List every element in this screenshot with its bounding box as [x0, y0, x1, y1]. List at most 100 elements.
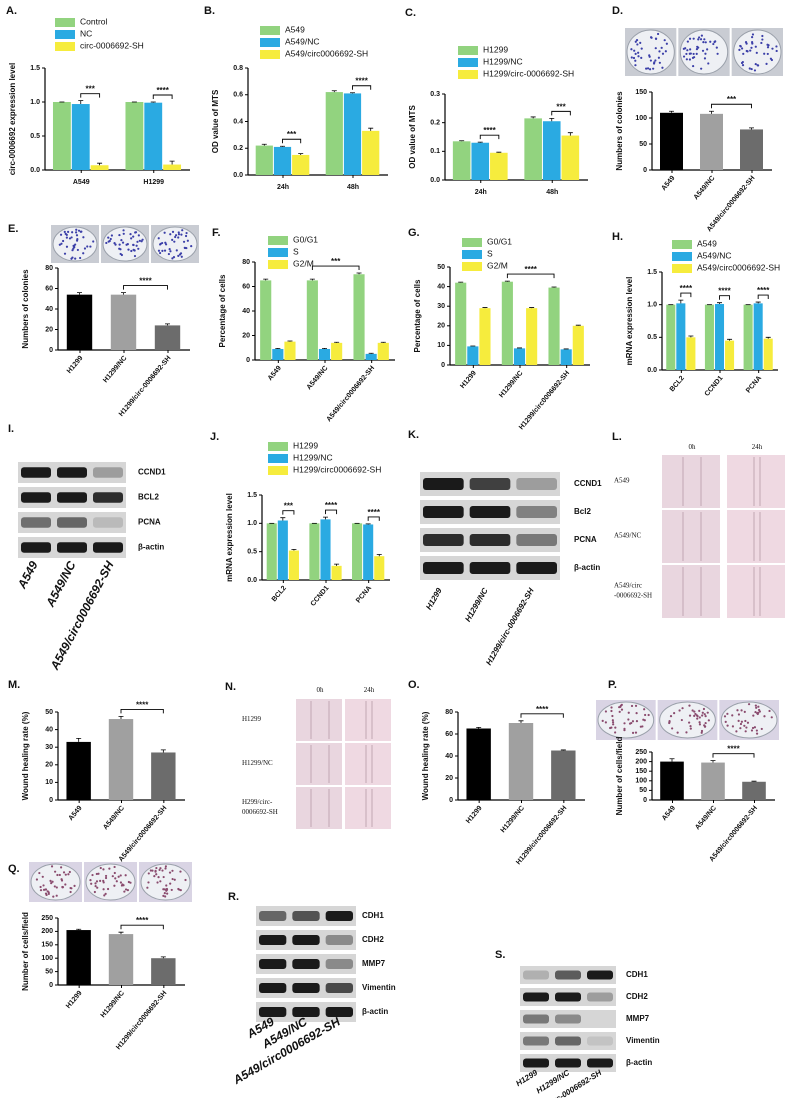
x-tick-label: H1299/circ0006692-SH	[515, 805, 568, 866]
y-axis-label: mRNA expression level	[625, 277, 634, 366]
y-tick-label: 0	[441, 362, 445, 369]
photo-dish	[140, 863, 191, 901]
panel-label: R.	[228, 891, 239, 903]
photo-dot	[124, 874, 127, 877]
significance-label: ****	[136, 916, 149, 925]
bar	[273, 146, 292, 175]
error-bar	[97, 162, 103, 166]
photo-dot	[648, 54, 651, 57]
photo-dot	[668, 720, 671, 724]
protein-label: BCL2	[138, 493, 159, 502]
bar	[508, 723, 534, 800]
photo-dot	[121, 883, 124, 886]
legend-label: G0/G1	[293, 234, 318, 244]
photo-dot	[757, 705, 760, 708]
photo-dot	[740, 709, 743, 712]
photo-dot	[39, 889, 43, 892]
photo-dot	[141, 238, 144, 241]
y-tick-label: 0	[643, 797, 647, 804]
x-tick-label: H1299/NC	[100, 990, 126, 1020]
error-bar	[751, 780, 757, 782]
y-tick-label: 20	[437, 323, 445, 330]
bar	[90, 165, 109, 170]
photo-dot	[73, 884, 76, 887]
x-tick-label: A549/circ0006692-SH	[706, 175, 757, 233]
error-bar	[669, 110, 674, 113]
legend-label: A549	[285, 24, 305, 34]
protein-label: Vimentin	[362, 983, 396, 992]
error-bar	[291, 549, 297, 551]
y-axis-label: mRNA expression level	[225, 493, 234, 582]
photo-dot	[186, 239, 189, 242]
error-bar	[518, 720, 524, 723]
y-tick-label: 50	[639, 141, 647, 148]
photo-dot	[155, 866, 158, 870]
y-tick-label: 50	[437, 264, 445, 271]
photo-dot	[129, 233, 132, 236]
bar	[742, 781, 766, 800]
photo-dot	[698, 721, 701, 724]
photo-dot	[119, 874, 122, 877]
error-bar	[749, 127, 754, 130]
protein-label: CDH2	[362, 935, 384, 944]
blot-band	[523, 1058, 549, 1068]
bar	[524, 118, 542, 180]
photo-dot	[738, 48, 741, 51]
wound-photo	[345, 743, 391, 785]
y-tick-label: 40	[242, 308, 250, 315]
wound-photo	[296, 699, 342, 741]
error-bar	[309, 278, 315, 281]
photo-dot	[82, 236, 85, 239]
photo-dot	[703, 57, 707, 60]
photo-dot	[179, 870, 182, 873]
photo-dot	[104, 876, 108, 880]
photo-dot	[657, 56, 660, 59]
legend-swatch	[458, 70, 478, 79]
bar	[467, 346, 479, 365]
wound-photo	[727, 565, 785, 618]
photo-dot	[68, 870, 71, 874]
legend-swatch	[462, 250, 482, 259]
photo-dot	[692, 64, 695, 68]
y-tick-label: 0	[49, 347, 53, 354]
photo-dot	[744, 730, 747, 733]
error-bar	[118, 931, 124, 935]
y-tick-label: 40	[445, 753, 453, 760]
photo-dot	[68, 237, 72, 240]
photo-dot	[184, 878, 187, 882]
blot-band	[259, 1007, 287, 1017]
photo-dot	[97, 872, 100, 875]
y-tick-label: 60	[445, 731, 453, 738]
photo-dot	[113, 884, 116, 887]
x-tick-label: H1299	[65, 990, 84, 1010]
wound-photo	[345, 787, 391, 829]
blot-band	[523, 1036, 549, 1046]
y-tick-label: 50	[45, 968, 53, 975]
photo-dot	[634, 59, 637, 62]
photo-dot	[754, 704, 757, 707]
column-label: 0h	[689, 443, 697, 451]
photo-dot	[171, 230, 175, 233]
blot-band	[292, 1007, 320, 1017]
bar	[331, 342, 343, 360]
legend-label: A549/circ0006692-SH	[697, 262, 780, 272]
photo-dot	[175, 249, 178, 252]
photo-dot	[147, 881, 150, 884]
photo-dot	[754, 62, 757, 66]
photo-dot	[765, 62, 768, 65]
photo-dot	[49, 879, 52, 882]
error-bar	[76, 738, 82, 742]
photo-dot	[760, 41, 763, 45]
blot-band	[516, 478, 557, 490]
photo-dot	[122, 232, 125, 235]
photo-dot	[166, 892, 169, 895]
legend-swatch	[55, 42, 75, 51]
photo-dot	[95, 872, 98, 876]
protein-label: CDH1	[362, 911, 384, 920]
legend-swatch	[268, 466, 288, 475]
photo-dot	[119, 248, 122, 251]
significance-label: ****	[483, 126, 496, 135]
x-tick-label: 48h	[347, 184, 359, 191]
photo-dot	[65, 236, 68, 239]
